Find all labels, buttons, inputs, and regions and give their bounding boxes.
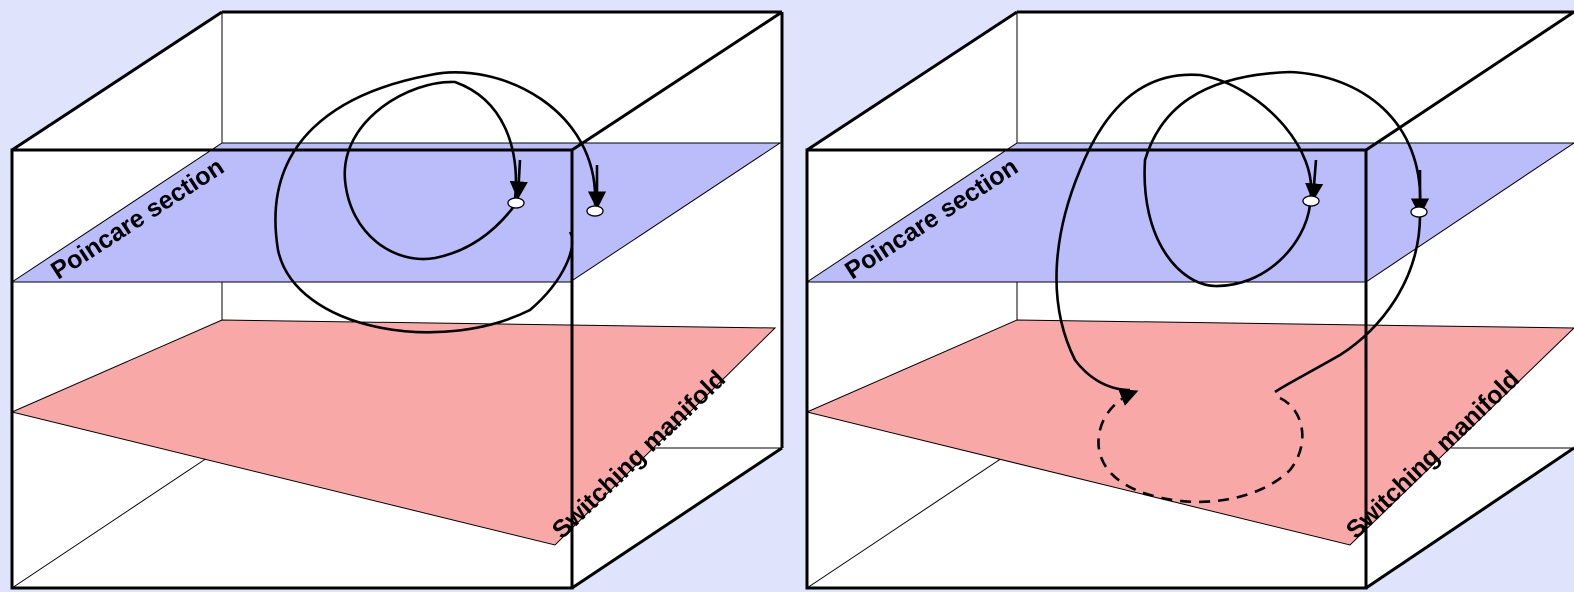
poincare-section-plane — [805, 142, 1574, 283]
box-front-edges — [805, 10, 1574, 590]
left-panel: Poincare section Switching manifold — [10, 10, 784, 590]
box-front-edges — [10, 10, 784, 590]
crossing-point-inner — [507, 197, 525, 209]
box-top-face — [12, 12, 782, 150]
right-panel: Poincare section Switching manifold — [805, 10, 1574, 590]
crossing-point-outer — [1410, 206, 1428, 218]
switching-manifold-plane — [10, 319, 777, 546]
box-top-face — [807, 12, 1574, 150]
crossing-point-inner — [1302, 195, 1320, 207]
crossing-point-outer — [586, 205, 604, 217]
dashed-trajectory — [1097, 388, 1304, 504]
poincare-section-plane — [10, 142, 782, 283]
trajectory — [274, 71, 607, 334]
trajectory — [1055, 70, 1430, 394]
